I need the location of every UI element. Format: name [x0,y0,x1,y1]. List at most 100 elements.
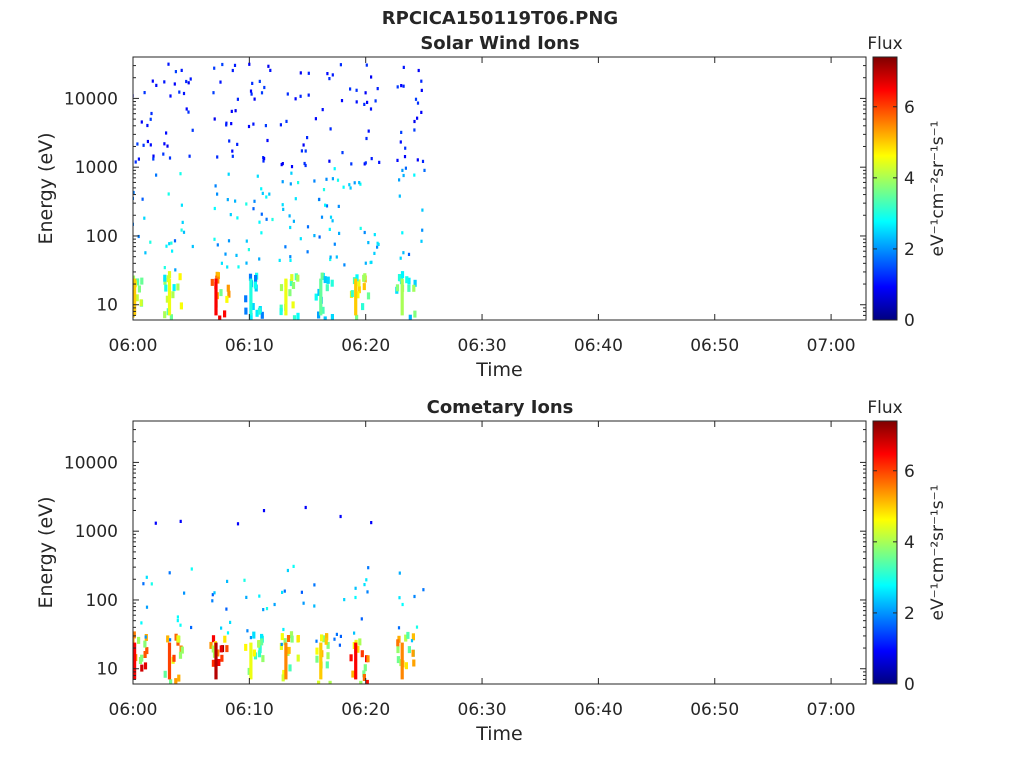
x-tick-label: 06:20 [341,700,390,720]
flux-cell [209,641,213,649]
flux-cell [282,627,285,632]
flux-cell [354,278,358,316]
flux-cell [220,261,223,265]
flux-cell [137,285,141,293]
x-tick-label: 07:00 [807,336,856,356]
flux-cell [370,75,373,79]
flux-cell [362,670,366,678]
flux-cell [247,667,251,675]
flux-cell [226,579,229,583]
flux-cell [318,235,321,239]
flux-cell [339,63,342,67]
flux-cell [322,188,326,192]
flux-cell [211,599,214,603]
flux-cell [370,521,373,525]
flux-cell [355,88,358,92]
flux-cell [224,252,227,256]
flux-cell [176,619,179,623]
flux-cell [228,139,231,143]
flux-cell [296,635,300,642]
flux-cell [353,181,356,185]
flux-cell [404,662,408,670]
flux-cell [404,166,407,170]
flux-cell [218,315,222,320]
flux-cell [329,127,332,131]
flux-cell [133,190,135,195]
flux-cell [179,172,182,176]
flux-cell [421,228,424,232]
flux-cell [322,635,326,643]
flux-cell [307,93,310,97]
flux-cell [343,598,346,602]
flux-cell [217,659,221,666]
flux-cell [167,278,172,316]
flux-cell [135,294,139,302]
flux-cell [407,252,411,256]
flux-cell [255,309,259,317]
flux-cell [296,312,300,320]
flux-cell [258,257,261,261]
flux-cell [413,173,416,177]
x-tick-label: 06:30 [458,336,507,356]
flux-cell [404,146,407,150]
flux-cell [367,241,370,245]
flux-cell [351,670,355,678]
flux-cell [355,314,359,320]
flux-cell [247,124,251,129]
flux-cell [299,71,302,75]
flux-cell [324,203,327,207]
flux-cell [167,642,172,680]
flux-cell [333,167,336,171]
flux-cell [357,286,361,294]
flux-cell [348,183,351,187]
flux-cell [289,182,292,186]
flux-cell [420,88,423,92]
flux-cell [174,70,177,74]
flux-cell [400,130,403,134]
flux-cell [229,213,232,217]
colorbar-tick-label: 0 [904,311,915,331]
y-tick-label: 10000 [64,453,118,473]
flux-cell [280,163,283,167]
flux-cell [140,120,143,124]
flux-cell [150,582,153,586]
flux-cell [163,142,166,146]
flux-cell [300,149,303,153]
flux-cell [325,204,329,208]
flux-cell [315,655,319,663]
flux-cell [360,617,363,621]
flux-cell [174,678,178,684]
flux-cell [190,625,193,630]
flux-cell [365,679,369,684]
flux-cell [257,650,262,658]
flux-cell [278,258,281,262]
colorbar-title: Flux [867,34,902,54]
flux-cell [137,234,140,239]
flux-cell [400,271,405,279]
flux-cell [407,646,411,654]
flux-cell [257,640,261,648]
flux-cell [231,68,234,73]
flux-cell [179,302,183,310]
flux-cell [168,571,171,575]
flux-cell [134,160,137,164]
flux-cell [421,159,425,163]
flux-cell [243,578,246,582]
flux-cell [317,288,321,296]
flux-cell [185,107,188,111]
flux-cell [402,251,405,255]
flux-cell [248,62,251,66]
x-axis-label: Time [475,723,523,745]
flux-cell [260,187,263,191]
colorbar-tick-label: 6 [904,462,915,482]
flux-cell [140,654,144,662]
flux-cell [366,292,371,300]
colorbar-tick-label: 4 [904,169,915,189]
flux-cell [211,659,215,667]
flux-cell [343,263,346,267]
flux-cell [326,276,330,284]
flux-cell [216,155,219,159]
flux-cell [149,143,152,147]
panel-solar-wind-ions: Solar Wind Ions 06:00 06:10 06:20 06:30 06:40… [35,33,948,381]
flux-cell [280,642,283,646]
